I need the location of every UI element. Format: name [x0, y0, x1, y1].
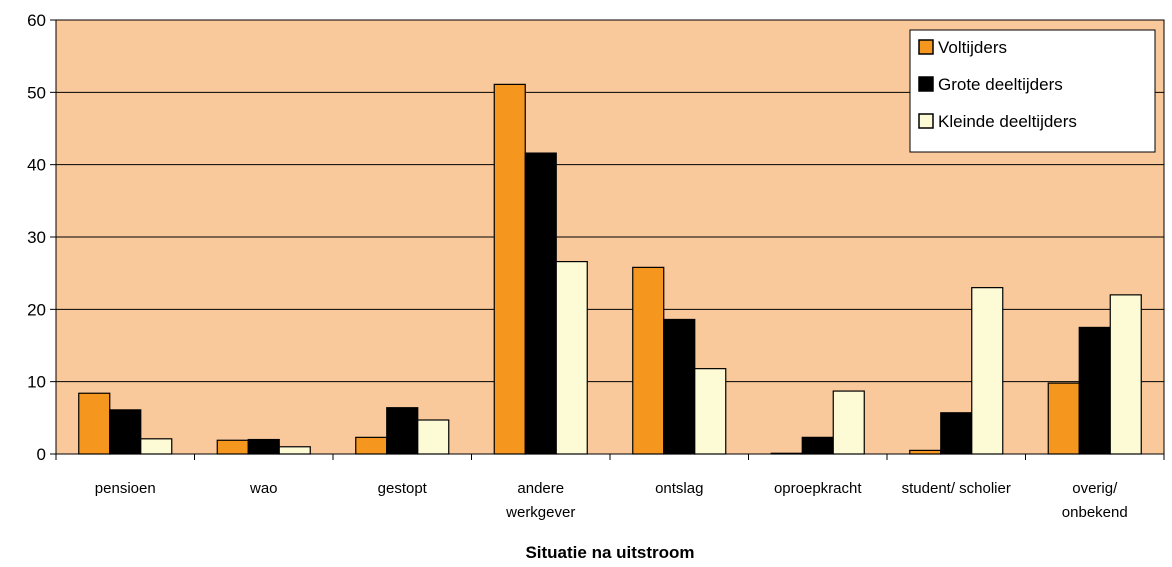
x-tick-label: werkgever [505, 504, 575, 521]
bar-grote-deeltijders-6 [940, 412, 973, 455]
y-tick-label: 30 [27, 228, 46, 247]
y-axis: 0 10 20 30 40 50 60 [27, 11, 56, 464]
bar-kleinde-deeltijders-0 [140, 438, 173, 455]
bars [78, 83, 1142, 455]
bar-voltijders-6 [909, 449, 942, 455]
legend: Voltijders Grote deeltijders Kleinde deelt… [909, 29, 1156, 153]
bar-voltijders-7 [1047, 382, 1080, 455]
bar-grote-deeltijders-0 [109, 409, 142, 455]
bar-voltijders-1 [216, 439, 249, 455]
bar-voltijders-4 [632, 266, 665, 455]
y-tick-label: 10 [27, 373, 46, 392]
legend-swatch-kleinde-deeltijders [918, 113, 934, 129]
legend-label: Grote deeltijders [938, 75, 1063, 94]
bar-kleinde-deeltijders-6 [971, 287, 1004, 455]
bar-grote-deeltijders-2 [386, 407, 419, 455]
bar-grote-deeltijders-5 [801, 436, 834, 455]
x-tick-label: gestopt [378, 480, 428, 497]
x-tick-label: overig/ [1072, 480, 1118, 497]
bar-voltijders-3 [493, 83, 526, 455]
x-tick-label: pensioen [95, 480, 156, 497]
bar-kleinde-deeltijders-7 [1109, 294, 1142, 455]
bar-kleinde-deeltijders-4 [694, 368, 727, 455]
bar-kleinde-deeltijders-3 [555, 260, 588, 455]
x-tick-label: andere [517, 480, 564, 497]
y-tick-label: 40 [27, 156, 46, 175]
bar-kleinde-deeltijders-1 [278, 446, 311, 455]
legend-swatch-voltijders [918, 39, 934, 55]
legend-swatch-grote-deeltijders [918, 76, 934, 92]
bar-grote-deeltijders-7 [1078, 326, 1111, 455]
legend-label: Voltijders [938, 38, 1007, 57]
bar-voltijders-2 [355, 436, 388, 455]
legend-label: Kleinde deeltijders [938, 112, 1077, 131]
x-tick-label: wao [249, 480, 278, 497]
bar-kleinde-deeltijders-2 [417, 419, 450, 455]
bar-voltijders-0 [78, 392, 111, 455]
x-tick-label: ontslag [655, 480, 703, 497]
x-tick-label: oproepkracht [774, 480, 862, 497]
x-axis: pensioen wao gestopt andere werkgever ontslag… [55, 454, 1165, 521]
x-axis-title: Situatie na uitstroom [525, 543, 694, 562]
bar-grote-deeltijders-3 [524, 152, 557, 455]
y-tick-label: 0 [37, 445, 46, 464]
x-tick-label: onbekend [1062, 504, 1128, 521]
legend-box [909, 29, 1156, 153]
bar-kleinde-deeltijders-5 [832, 390, 865, 455]
y-tick-label: 20 [27, 300, 46, 319]
bar-grote-deeltijders-1 [247, 438, 280, 455]
y-tick-label: 50 [27, 83, 46, 102]
bar-grote-deeltijders-4 [663, 318, 696, 455]
x-tick-label: student/ scholier [902, 480, 1011, 497]
y-tick-label: 60 [27, 11, 46, 30]
